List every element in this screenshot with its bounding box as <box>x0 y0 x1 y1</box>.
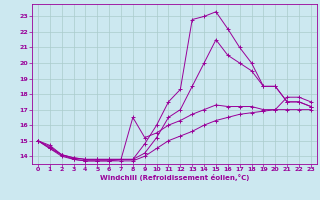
X-axis label: Windchill (Refroidissement éolien,°C): Windchill (Refroidissement éolien,°C) <box>100 174 249 181</box>
